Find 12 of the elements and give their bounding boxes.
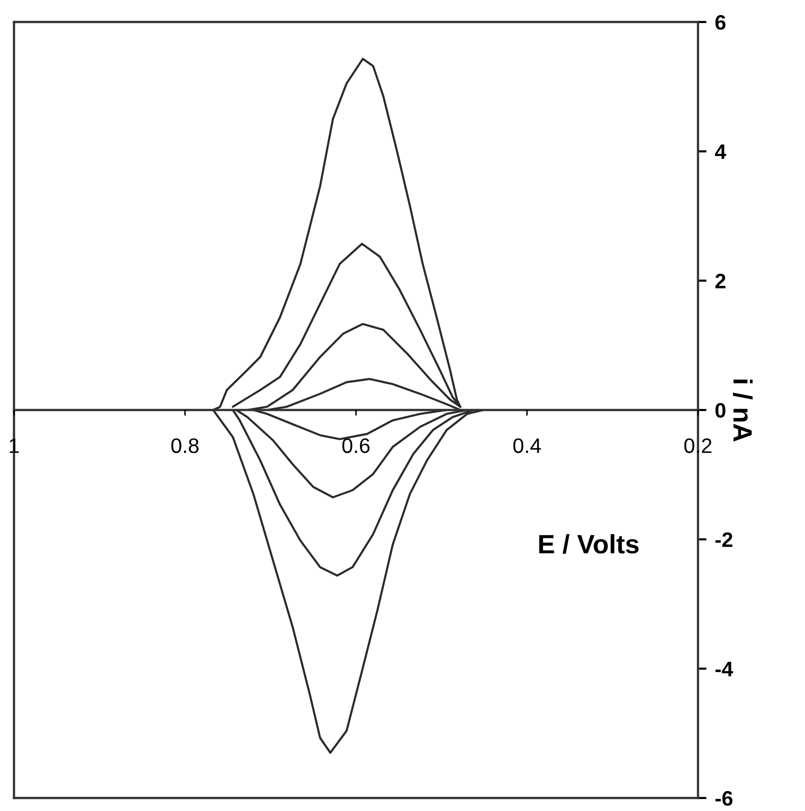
y-tick-label: -4 [715, 662, 734, 676]
x-tick-label: 0.4 [513, 438, 541, 454]
y-tick-label: -2 [715, 532, 732, 547]
y-tick-label: 6 [715, 15, 726, 30]
y-axis-title: i / nA [732, 380, 753, 442]
x-tick-label: 0.6 [342, 438, 370, 454]
y-tick-label: 2 [715, 274, 726, 288]
x-tick-label: 0.8 [171, 438, 199, 454]
x-axis-title: E / Volts [539, 534, 639, 554]
y-tick-label: -6 [715, 791, 732, 806]
y-tick-label: 4 [714, 144, 726, 159]
y-tick-label: 0 [715, 403, 726, 418]
